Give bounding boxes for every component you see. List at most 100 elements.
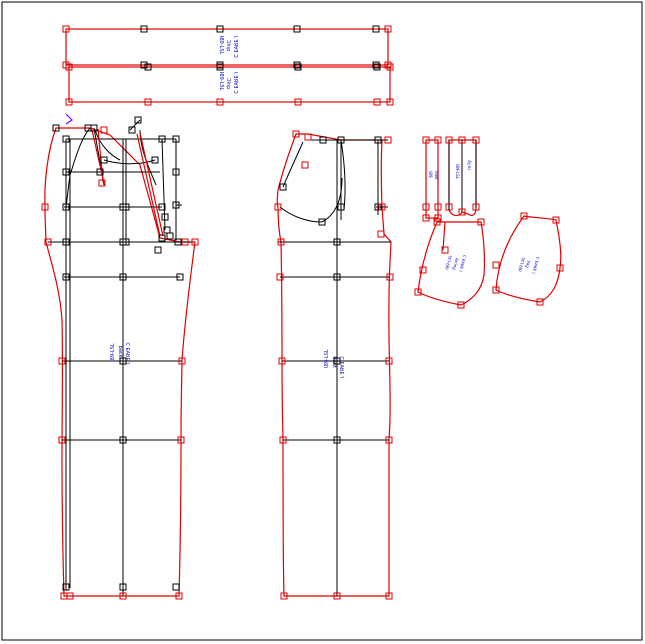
control-point-handle[interactable] <box>172 168 180 176</box>
control-point-handle[interactable] <box>280 592 288 600</box>
control-point-handle[interactable] <box>536 298 544 306</box>
control-point-handle[interactable] <box>520 212 528 220</box>
control-point-handle[interactable] <box>65 63 73 71</box>
control-point-handle[interactable] <box>374 203 382 211</box>
control-point-handle[interactable] <box>556 264 564 272</box>
control-point-handle[interactable] <box>294 98 302 106</box>
control-point-handle[interactable] <box>386 63 394 71</box>
control-point-handle[interactable] <box>100 126 108 134</box>
control-point-handle[interactable] <box>279 436 287 444</box>
control-point-handle[interactable] <box>158 234 166 242</box>
control-point-handle[interactable] <box>472 136 480 144</box>
control-point-handle[interactable] <box>374 136 382 144</box>
control-point-handle[interactable] <box>62 583 70 591</box>
control-point-handle[interactable] <box>419 266 427 274</box>
control-point-handle[interactable] <box>277 238 285 246</box>
control-point-handle[interactable] <box>333 273 341 281</box>
control-point-handle[interactable] <box>58 436 66 444</box>
control-point-handle[interactable] <box>151 156 159 164</box>
control-point-handle[interactable] <box>373 98 381 106</box>
control-point-handle[interactable] <box>293 25 301 33</box>
control-point-handle[interactable] <box>422 214 430 222</box>
control-point-handle[interactable] <box>90 124 98 132</box>
pocket-bag-piece[interactable]: Ɩ89-LSL ƃɐq Ɩ ƎЯ∀Ǝ Ɔ <box>495 215 562 303</box>
control-point-handle[interactable] <box>122 238 130 246</box>
control-point-handle[interactable] <box>472 203 480 211</box>
control-point-handle[interactable] <box>119 592 127 600</box>
control-point-handle[interactable] <box>62 135 70 143</box>
control-point-handle[interactable] <box>445 203 453 211</box>
control-point-handle[interactable] <box>492 286 500 294</box>
control-point-handle[interactable] <box>337 136 345 144</box>
control-point-handle[interactable] <box>172 201 180 209</box>
control-point-handle[interactable] <box>319 136 327 144</box>
control-point-handle[interactable] <box>62 203 70 211</box>
control-point-handle[interactable] <box>62 25 70 33</box>
control-point-handle[interactable] <box>154 246 162 254</box>
control-point-handle[interactable] <box>140 25 148 33</box>
control-point-handle[interactable] <box>172 583 180 591</box>
control-point-handle[interactable] <box>122 203 130 211</box>
waistband-top-piece[interactable]: Ɨ89-LSL Ɔlnp Ɩ ƎЯ∀Ǝ Ɔ <box>65 28 389 66</box>
control-point-handle[interactable] <box>178 357 186 365</box>
control-point-handle[interactable] <box>62 168 70 176</box>
control-point-handle[interactable] <box>445 136 453 144</box>
control-point-handle[interactable] <box>278 357 286 365</box>
control-point-handle[interactable] <box>181 238 189 246</box>
control-point-handle[interactable] <box>96 168 104 176</box>
control-point-handle[interactable] <box>41 203 49 211</box>
control-point-handle[interactable] <box>158 135 166 143</box>
control-point-handle[interactable] <box>333 357 341 365</box>
control-point-handle[interactable] <box>434 214 442 222</box>
control-point-handle[interactable] <box>274 203 282 211</box>
control-point-handle[interactable] <box>377 230 385 238</box>
control-point-handle[interactable] <box>385 357 393 365</box>
control-point-handle[interactable] <box>386 273 394 281</box>
control-point-handle[interactable] <box>172 135 180 143</box>
control-point-handle[interactable] <box>492 261 500 269</box>
control-point-handle[interactable] <box>477 218 485 226</box>
control-point-handle[interactable] <box>276 273 284 281</box>
control-point-handle[interactable] <box>44 238 52 246</box>
control-point-handle[interactable] <box>292 130 300 138</box>
control-point-handle[interactable] <box>191 238 199 246</box>
control-point-handle[interactable] <box>385 436 393 444</box>
back-leg-piece[interactable]: Ɩ89-LSL ʞɔɐq Ɩ ƎЯ∀Ǝ Ɔ <box>44 113 196 597</box>
control-point-handles[interactable] <box>41 25 564 600</box>
control-point-handle[interactable] <box>301 161 309 169</box>
control-point-handle[interactable] <box>337 203 345 211</box>
control-point-handle[interactable] <box>144 63 152 71</box>
control-point-handle[interactable] <box>161 213 169 221</box>
control-point-handle[interactable] <box>52 124 60 132</box>
control-point-handle[interactable] <box>434 136 442 144</box>
control-point-handle[interactable] <box>176 273 184 281</box>
control-point-handle[interactable] <box>144 98 152 106</box>
control-point-handle[interactable] <box>100 156 108 164</box>
control-point-handle[interactable] <box>304 133 312 141</box>
control-point-handle[interactable] <box>552 216 560 224</box>
belt-loop-piece[interactable]: Ɩ89 dool <box>425 139 439 219</box>
control-point-handle[interactable] <box>66 592 74 600</box>
fly-strip-piece[interactable]: Ɩ89-LSL ʎlɟ ɐɹ <box>448 139 477 217</box>
control-point-handle[interactable] <box>119 273 127 281</box>
control-point-handle[interactable] <box>128 126 136 134</box>
control-point-handle[interactable] <box>216 63 224 71</box>
control-point-handle[interactable] <box>433 218 441 226</box>
control-point-handle[interactable] <box>414 288 422 296</box>
control-point-handle[interactable] <box>441 246 449 254</box>
control-point-handle[interactable] <box>384 136 392 144</box>
control-point-handle[interactable] <box>166 232 174 240</box>
control-point-handle[interactable] <box>422 203 430 211</box>
control-point-handle[interactable] <box>62 238 70 246</box>
control-point-handle[interactable] <box>384 61 392 69</box>
control-point-handle[interactable] <box>373 63 381 71</box>
control-point-handle[interactable] <box>175 592 183 600</box>
control-point-handle[interactable] <box>65 98 73 106</box>
control-point-handle[interactable] <box>293 61 301 69</box>
control-point-handle[interactable] <box>279 183 287 191</box>
control-point-handle[interactable] <box>458 136 466 144</box>
control-point-handle[interactable] <box>386 98 394 106</box>
control-point-handle[interactable] <box>158 203 166 211</box>
control-point-handle[interactable] <box>434 203 442 211</box>
